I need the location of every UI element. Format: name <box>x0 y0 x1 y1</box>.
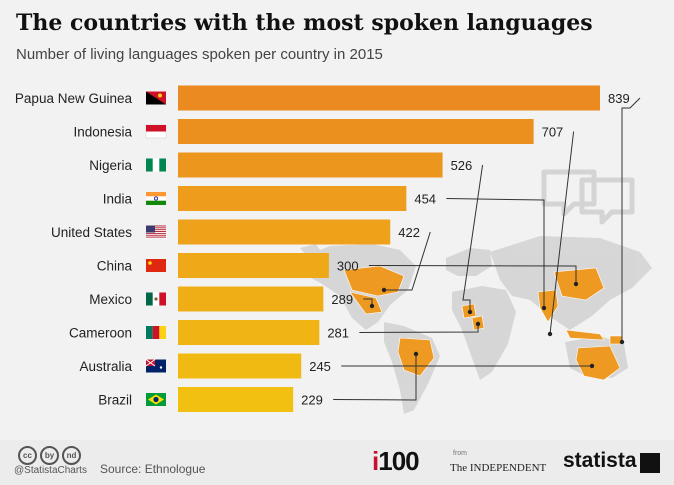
category-label-nigeria: Nigeria <box>89 158 132 173</box>
map-highlight-india <box>537 289 559 323</box>
chart-subtitle: Number of living languages spoken per co… <box>16 46 383 63</box>
india-flag <box>146 192 166 205</box>
papua-new-guinea-flag <box>146 91 166 105</box>
category-label-papua-new-guinea: Papua New Guinea <box>15 91 133 106</box>
statista-mark-icon <box>640 453 660 473</box>
category-label-cameroon: Cameroon <box>69 326 132 341</box>
bar-china <box>178 253 329 278</box>
connector-india <box>446 198 545 308</box>
united-states-flag <box>146 225 166 239</box>
mexico-flag <box>146 292 166 306</box>
value-label-indonesia: 707 <box>542 125 564 140</box>
chart-title: The countries with the most spoken langu… <box>16 10 593 36</box>
china-flag <box>146 259 166 272</box>
map-highlight-indonesia <box>565 329 605 341</box>
from-label: from <box>453 450 467 457</box>
connector-dot-brazil <box>413 351 419 357</box>
connector-brazil <box>333 354 417 401</box>
connector-nigeria <box>462 164 484 312</box>
statista-logo[interactable]: statista <box>563 449 637 472</box>
connector-dot-cameroon <box>475 321 481 327</box>
license-icons: cc by nd <box>18 446 81 465</box>
connector-dot-indonesia <box>547 331 553 337</box>
nigeria-flag <box>146 158 166 172</box>
category-label-china: China <box>97 259 133 274</box>
connector-dot-australia <box>589 363 595 369</box>
bar-brazil <box>178 387 294 412</box>
australia-flag <box>145 359 166 373</box>
bar-united-states <box>178 219 391 245</box>
bar-australia <box>178 353 302 379</box>
map-highlight-china <box>553 267 605 301</box>
attribution-icon[interactable]: by <box>40 446 59 465</box>
connector-mexico <box>363 298 373 306</box>
value-label-united-states: 422 <box>398 225 420 240</box>
indonesia-flag <box>145 124 167 139</box>
bar-nigeria <box>178 152 443 178</box>
category-label-australia: Australia <box>79 359 132 374</box>
connector-dot-china <box>573 281 579 287</box>
brazil-flag <box>146 393 166 406</box>
value-label-australia: 245 <box>309 359 331 374</box>
category-label-india: India <box>103 192 133 207</box>
category-label-mexico: Mexico <box>89 292 132 307</box>
connector-papua-new-guinea <box>621 97 641 342</box>
bar-papua-new-guinea <box>178 85 600 111</box>
connector-china <box>368 265 577 284</box>
bar-chart: 839 707 526 454 422 300 289 281 245 229 Papua New… <box>15 85 652 414</box>
value-label-china: 300 <box>337 259 359 274</box>
i100-logo[interactable]: i100 <box>372 446 420 476</box>
connector-dot-papua-new-guinea <box>619 339 625 345</box>
speech-bubbles-icon <box>541 169 635 225</box>
connector-dot-india <box>541 305 547 311</box>
twitter-handle[interactable]: @StatistaCharts <box>14 465 87 476</box>
category-label-united-states: United States <box>51 225 132 240</box>
category-label-indonesia: Indonesia <box>73 125 132 140</box>
value-label-india: 454 <box>414 192 436 207</box>
value-label-brazil: 229 <box>301 393 323 408</box>
connector-dot-mexico <box>369 303 375 309</box>
cc-license-icon[interactable]: cc <box>18 446 37 465</box>
connector-united-states <box>384 231 431 291</box>
connector-dot-nigeria <box>467 309 473 315</box>
bar-india <box>178 186 407 211</box>
cameroon-flag <box>146 326 166 339</box>
no-derivatives-icon[interactable]: nd <box>62 446 81 465</box>
connector-dot-united-states <box>381 287 387 293</box>
map-highlight-australia <box>575 345 621 381</box>
category-label-brazil: Brazil <box>98 393 132 408</box>
bar-indonesia <box>178 119 534 144</box>
footer: cc by nd @StatistaCharts Source: Ethnolo… <box>0 440 674 485</box>
value-label-papua-new-guinea: 839 <box>608 91 630 106</box>
connector-indonesia <box>549 131 575 335</box>
source-note: Source: Ethnologue <box>100 462 206 476</box>
value-label-nigeria: 526 <box>451 158 473 173</box>
value-label-cameroon: 281 <box>327 326 349 341</box>
bar-mexico <box>178 286 324 312</box>
bar-cameroon <box>178 320 320 345</box>
the-independent-logo[interactable]: The INDEPENDENT <box>450 462 547 474</box>
value-label-mexico: 289 <box>331 292 353 307</box>
map-highlight-mexico <box>349 291 383 315</box>
connector-cameroon <box>359 324 479 333</box>
